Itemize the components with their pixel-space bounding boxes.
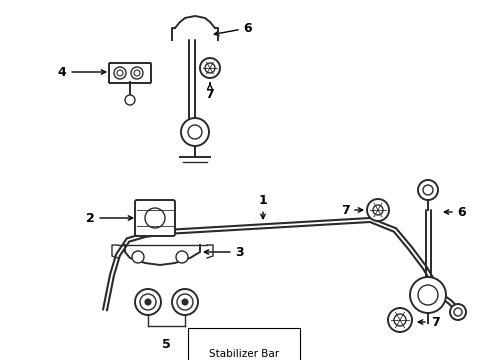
Circle shape bbox=[204, 63, 215, 73]
Circle shape bbox=[117, 70, 123, 76]
Circle shape bbox=[172, 289, 198, 315]
Circle shape bbox=[449, 304, 465, 320]
Text: 4: 4 bbox=[58, 66, 105, 78]
Circle shape bbox=[387, 308, 411, 332]
Text: 5: 5 bbox=[162, 338, 170, 351]
Circle shape bbox=[134, 70, 140, 76]
Circle shape bbox=[393, 314, 405, 326]
Circle shape bbox=[187, 125, 202, 139]
Text: 7: 7 bbox=[205, 83, 214, 102]
Text: 7: 7 bbox=[340, 203, 362, 216]
Text: 6: 6 bbox=[214, 22, 252, 36]
FancyBboxPatch shape bbox=[109, 63, 151, 83]
Circle shape bbox=[132, 251, 143, 263]
Circle shape bbox=[417, 180, 437, 200]
Text: 6: 6 bbox=[444, 206, 466, 219]
Text: 2: 2 bbox=[85, 211, 132, 225]
Circle shape bbox=[422, 185, 432, 195]
Circle shape bbox=[372, 205, 382, 215]
Text: 3: 3 bbox=[204, 246, 244, 258]
Circle shape bbox=[366, 199, 388, 221]
Circle shape bbox=[200, 58, 220, 78]
Circle shape bbox=[135, 289, 161, 315]
Circle shape bbox=[131, 67, 142, 79]
Circle shape bbox=[176, 251, 187, 263]
FancyBboxPatch shape bbox=[135, 200, 175, 236]
Circle shape bbox=[409, 277, 445, 313]
Circle shape bbox=[140, 294, 156, 310]
Circle shape bbox=[182, 299, 187, 305]
Circle shape bbox=[145, 299, 151, 305]
Circle shape bbox=[181, 118, 208, 146]
Text: Stabilizer Bar: Stabilizer Bar bbox=[208, 349, 279, 359]
Text: 7: 7 bbox=[417, 315, 439, 328]
Text: 1: 1 bbox=[258, 194, 267, 219]
Circle shape bbox=[125, 95, 135, 105]
Circle shape bbox=[453, 308, 461, 316]
Circle shape bbox=[177, 294, 193, 310]
Circle shape bbox=[145, 208, 164, 228]
Circle shape bbox=[417, 285, 437, 305]
Circle shape bbox=[114, 67, 126, 79]
